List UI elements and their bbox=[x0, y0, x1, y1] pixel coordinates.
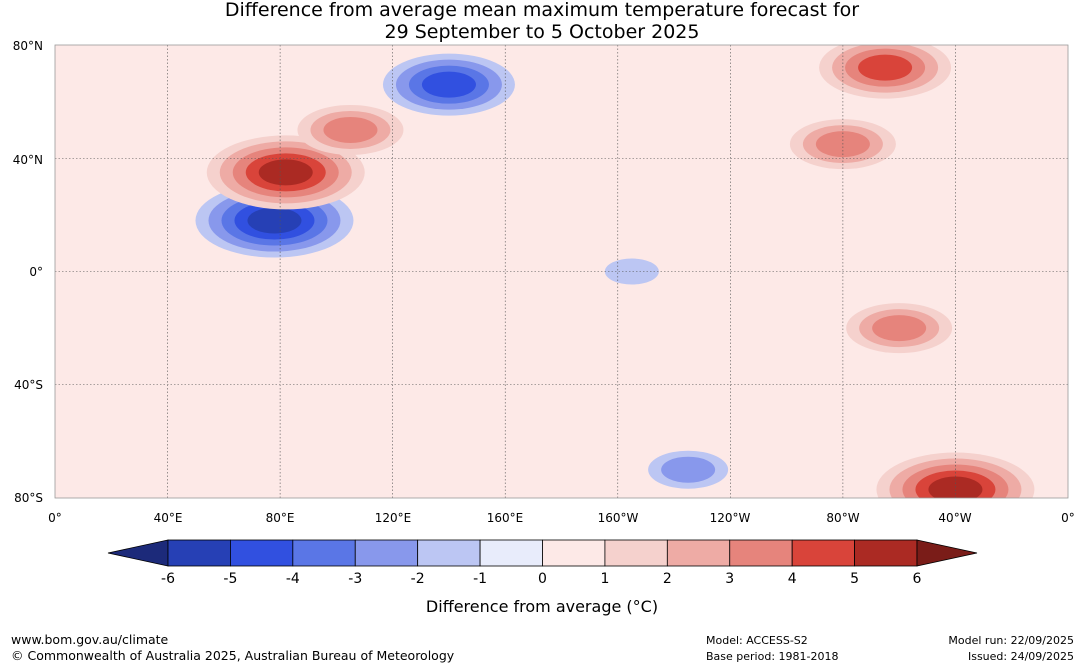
anomaly-feature bbox=[846, 303, 953, 354]
x-tick-label: 120°E bbox=[375, 511, 412, 525]
colorbar-under-arrow bbox=[107, 539, 169, 567]
colorbar: -6 -5 -4 -3 -2 -1 0 1 2 3 4 5 6 Difference from aver… bbox=[107, 539, 978, 616]
anomaly-contour bbox=[421, 71, 476, 98]
colorbar-tick-label: -6 bbox=[161, 571, 175, 587]
footer-copyright: © Commonwealth of Australia 2025, Austra… bbox=[11, 648, 455, 663]
colorbar-bin bbox=[354, 539, 419, 567]
y-tick-label: 80°N bbox=[13, 39, 43, 53]
anomaly-contour bbox=[661, 456, 716, 483]
anomaly-map bbox=[54, 44, 1069, 499]
colorbar-tick-label: -5 bbox=[223, 571, 237, 587]
chart-title-line-2: 29 September to 5 October 2025 bbox=[385, 21, 700, 43]
colorbar-tick-label: -1 bbox=[473, 571, 487, 587]
colorbar-bin bbox=[479, 539, 543, 567]
anomaly-feature bbox=[382, 53, 515, 116]
y-tick-label: 80°S bbox=[14, 491, 43, 505]
anomaly-contour bbox=[872, 315, 927, 342]
anomaly-feature bbox=[876, 452, 1035, 498]
colorbar-bin bbox=[604, 539, 668, 567]
footer-issued: Issued: 24/09/2025 bbox=[967, 650, 1074, 663]
x-tick-label: 40°E bbox=[154, 511, 183, 525]
footer-website: www.bom.gov.au/climate bbox=[11, 632, 169, 647]
colorbar-tick-label: 1 bbox=[600, 571, 609, 587]
colorbar-ticks: -6 -5 -4 -3 -2 -1 0 1 2 3 4 5 6 bbox=[161, 571, 922, 587]
anomaly-feature bbox=[604, 258, 659, 285]
x-tick-label: 0° bbox=[1061, 511, 1075, 525]
colorbar-bin bbox=[230, 539, 294, 567]
anomaly-contour bbox=[604, 258, 659, 285]
colorbar-bin bbox=[167, 539, 231, 567]
colorbar-tick-label: -2 bbox=[411, 571, 425, 587]
y-tick-label: 40°S bbox=[14, 378, 43, 392]
anomaly-feature bbox=[648, 450, 729, 489]
colorbar-bin bbox=[542, 539, 606, 567]
x-tick-label: 160°W bbox=[598, 511, 639, 525]
y-tick-label: 40°N bbox=[13, 153, 43, 167]
map-gridlines bbox=[55, 45, 1068, 498]
colorbar-tick-label: 5 bbox=[850, 571, 859, 587]
colorbar-bins bbox=[167, 539, 918, 567]
x-tick-label: 120°W bbox=[710, 511, 751, 525]
colorbar-bin bbox=[729, 539, 793, 567]
anomaly-contour bbox=[258, 159, 313, 186]
colorbar-tick-label: 2 bbox=[663, 571, 672, 587]
footer-model-run: Model run: 22/09/2025 bbox=[948, 634, 1074, 647]
colorbar-tick-label: 0 bbox=[538, 571, 547, 587]
x-tick-label: 40°W bbox=[938, 511, 971, 525]
x-tick-label: 160°E bbox=[487, 511, 524, 525]
x-tick-label: 80°E bbox=[266, 511, 295, 525]
colorbar-tick-label: -4 bbox=[286, 571, 300, 587]
footer-model: Model: ACCESS-S2 bbox=[706, 634, 808, 647]
x-tick-label: 0° bbox=[48, 511, 62, 525]
x-tick-label: 80°W bbox=[826, 511, 859, 525]
map-axis-labels: 80°N 40°N 0° 40°S 80°S 0° 40°E 80°E 120°… bbox=[13, 39, 1075, 525]
colorbar-tick-label: 6 bbox=[913, 571, 922, 587]
anomaly-fields bbox=[195, 45, 1035, 498]
anomaly-feature bbox=[297, 104, 404, 155]
colorbar-label: Difference from average (°C) bbox=[426, 597, 658, 616]
colorbar-tick-label: -3 bbox=[348, 571, 362, 587]
colorbar-tick-label: 4 bbox=[788, 571, 797, 587]
anomaly-feature bbox=[206, 135, 365, 210]
colorbar-bin bbox=[791, 539, 855, 567]
anomaly-contour bbox=[858, 54, 913, 81]
chart-title-line-1: Difference from average mean maximum tem… bbox=[225, 0, 859, 21]
anomaly-contour bbox=[247, 207, 302, 234]
map-frame bbox=[54, 44, 1069, 499]
colorbar-tick-label: 3 bbox=[725, 571, 734, 587]
colorbar-bin bbox=[292, 539, 356, 567]
anomaly-feature bbox=[819, 45, 952, 99]
anomaly-contour bbox=[323, 116, 378, 143]
colorbar-bin bbox=[417, 539, 481, 567]
footer-base-period: Base period: 1981-2018 bbox=[706, 650, 839, 663]
y-tick-label: 0° bbox=[29, 265, 43, 279]
colorbar-bin bbox=[854, 539, 918, 567]
colorbar-over-arrow bbox=[916, 539, 978, 567]
colorbar-bin bbox=[666, 539, 731, 567]
